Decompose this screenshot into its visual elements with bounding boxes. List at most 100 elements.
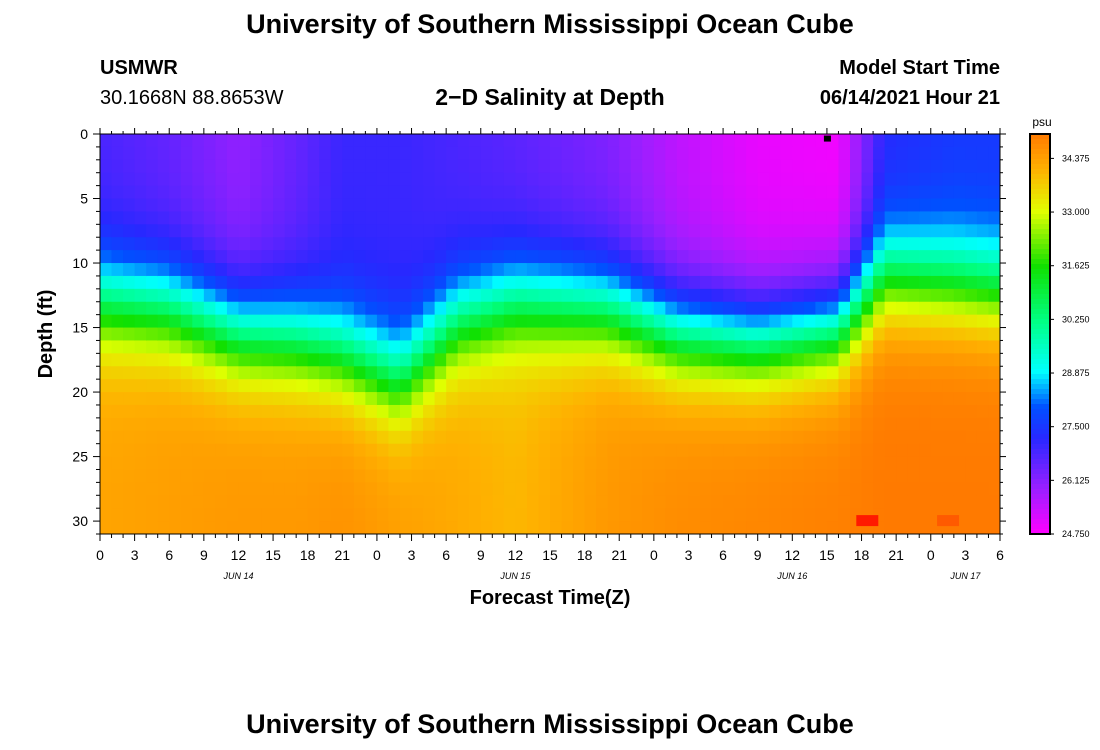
heatmap-cell [423,275,436,290]
heatmap-cell [180,456,193,471]
heatmap-cell [953,417,966,432]
heatmap-cell [988,379,1000,393]
heatmap-cell [111,224,124,238]
heatmap-cell [503,237,516,251]
heatmap-cell [561,172,574,187]
heatmap-cell [342,353,355,367]
heatmap-cell [376,404,390,419]
heatmap-cell [930,224,943,238]
heatmap-cell [538,134,551,148]
heatmap-cell [134,495,147,509]
heatmap-cell [296,482,309,496]
heatmap-cell [953,495,966,509]
x-tick-label: 6 [165,547,173,563]
heatmap-cell [226,146,240,161]
heatmap-cell [907,495,920,509]
heatmap-cell [319,353,332,367]
heatmap-cell [446,211,459,225]
heatmap-cell [273,211,286,225]
heatmap-cell [826,275,840,290]
y-tick-label: 5 [80,191,88,207]
heatmap-cell [953,172,966,187]
heatmap-cell [688,237,701,251]
heatmap-cell [815,275,828,290]
heatmap-cell [850,353,863,367]
heatmap-cell [400,146,413,161]
heatmap-cell [803,263,816,277]
heatmap-cell [619,508,632,522]
heatmap-cell [226,224,240,238]
heatmap-cell [734,288,747,303]
heatmap-cell [815,327,828,342]
heatmap-cell [896,263,909,277]
heatmap-cell [146,366,159,380]
heatmap-cell [723,288,736,303]
heatmap-cell [411,456,424,471]
heatmap-cell [907,237,920,251]
heatmap-cell [861,224,874,238]
colorbar-swatch [1030,334,1050,340]
heatmap-cell [550,198,563,213]
heatmap-cell [365,366,378,380]
heatmap-cell [769,327,782,342]
heatmap-cell [607,211,620,225]
heatmap-cell [319,288,332,303]
heatmap-cell [492,404,505,419]
heatmap-cell [446,404,459,419]
heatmap-cell [550,314,563,329]
heatmap-cell [146,340,159,354]
heatmap-cell [584,353,597,367]
heatmap-cell [134,508,147,522]
heatmap-cell [273,224,286,238]
heatmap-cell [907,314,920,329]
heatmap-cell [976,340,990,354]
heatmap-cell [353,392,366,406]
heatmap-cell [919,521,932,534]
heatmap-cell [146,211,159,225]
heatmap-cell [573,263,586,277]
heatmap-cell [180,379,193,393]
heatmap-cell [815,185,828,200]
heatmap-cell [665,340,678,354]
y-axis-label: Depth (ft) [35,290,57,379]
heatmap-cell [261,521,274,534]
heatmap-cell [550,392,563,406]
heatmap-cell [388,146,401,161]
heatmap-cell [907,250,920,264]
heatmap-cell [930,211,943,225]
heatmap-cell [469,495,482,509]
heatmap-cell [319,314,332,329]
heatmap-cell [446,237,459,251]
heatmap-cell [423,172,436,187]
y-tick-label: 0 [80,126,88,142]
heatmap-cell [676,353,690,367]
date-label: JUN 17 [949,571,981,581]
heatmap-cell [734,521,747,534]
heatmap-cell [250,456,263,471]
heatmap-cell [561,482,574,496]
heatmap-cell [676,366,690,380]
heatmap-cell [550,250,563,264]
heatmap-cell [434,301,447,316]
heatmap-cell [930,301,943,316]
heatmap-cell [503,404,516,419]
heatmap-cell [353,508,366,522]
heatmap-cell [446,469,459,483]
heatmap-cell [780,237,793,251]
heatmap-cell [111,198,124,213]
heatmap-cell [492,250,505,264]
heatmap-cell [480,159,493,174]
heatmap-cell [423,146,436,161]
heatmap-cell [573,250,586,264]
heatmap-cell [400,172,413,187]
heatmap-cell [423,211,436,225]
heatmap-cell [342,288,355,303]
heatmap-cell [226,430,240,445]
heatmap-cell [296,379,309,393]
heatmap-cell [607,392,620,406]
heatmap-cell [526,443,540,458]
heatmap-cell [976,366,990,380]
heatmap-cell [573,224,586,238]
heatmap-cell [803,211,816,225]
heatmap-cell [757,456,770,471]
